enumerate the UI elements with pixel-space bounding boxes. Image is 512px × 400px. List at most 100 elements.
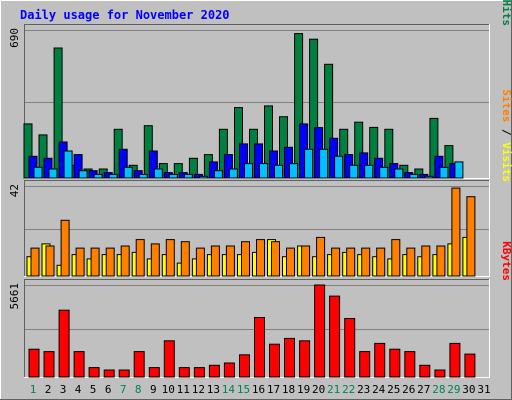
bar-files (148, 150, 158, 179)
bar-pages (319, 148, 329, 179)
y-max-label: 42 (8, 184, 21, 197)
series-label-visits: Visits (500, 142, 512, 182)
bar-hits (173, 163, 183, 179)
x-tick-label: 1 (30, 383, 37, 396)
x-tick-label: 14 (222, 383, 236, 396)
bar-kbytes (223, 362, 235, 378)
bar-sites (286, 247, 295, 277)
x-tick-label: 10 (162, 383, 175, 396)
x-tick-label: 29 (447, 383, 460, 396)
bar-hits (218, 128, 228, 179)
bar-kbytes (43, 351, 55, 378)
bar-pages (454, 161, 464, 179)
bar-pages (439, 166, 449, 179)
bar-kbytes (389, 348, 401, 378)
y-series-label: KBytes (500, 241, 512, 281)
bar-pages (48, 168, 58, 179)
bar-pages (274, 164, 283, 179)
bar-sites (45, 245, 55, 277)
bar-hits (294, 33, 304, 179)
x-tick-label: 5 (90, 383, 97, 396)
bar-pages (33, 166, 43, 179)
bar-kbytes (359, 351, 371, 378)
bar-pages (244, 163, 253, 179)
bar-kbytes (28, 348, 40, 378)
bar-kbytes (58, 309, 70, 378)
series-label-sites: Sites (500, 89, 512, 122)
x-tick-label: 28 (432, 383, 445, 396)
x-tick-label: 16 (252, 383, 265, 396)
x-tick-label: 13 (207, 383, 220, 396)
bar-pages (78, 170, 88, 179)
bar-hits (324, 63, 334, 179)
x-tick-label: 31 (477, 383, 490, 396)
bar-kbytes (434, 369, 446, 378)
bar-sites (225, 245, 235, 277)
x-tick-label: 7 (120, 383, 127, 396)
bar-sites (135, 239, 145, 277)
chart-panels: 690 Pages / Files / Hits 42 Sites / Visits 5… (8, 0, 512, 378)
bar-pages (93, 173, 103, 179)
series-label-separator: / (500, 122, 512, 142)
x-tick-label: 2 (45, 383, 52, 396)
bar-sites (376, 247, 386, 277)
bar-sites (90, 247, 100, 277)
bar-kbytes (208, 364, 220, 378)
bar-hits (264, 105, 273, 179)
x-tick-label: 24 (372, 383, 386, 396)
chart-title: Daily usage for November 2020 (20, 8, 230, 22)
panel-hits: 690 Pages / Files / Hits (8, 0, 512, 179)
bar-kbytes (449, 342, 461, 378)
bar-sites (451, 187, 461, 277)
bar-pages (213, 170, 223, 179)
bar-sites (75, 247, 85, 277)
bar-files (254, 143, 263, 179)
bar-sites (210, 245, 220, 277)
bar-pages (198, 175, 208, 179)
bar-pages (409, 173, 419, 179)
series-files (28, 123, 459, 179)
bar-hits (188, 157, 198, 179)
bar-kbytes (118, 369, 130, 378)
bar-files (239, 143, 248, 179)
series-kbytes (28, 284, 476, 378)
bar-files (73, 154, 83, 179)
bar-kbytes (133, 351, 145, 378)
bar-files (223, 154, 233, 179)
bar-kbytes (269, 343, 280, 378)
bar-pages (259, 163, 268, 179)
bar-sites (256, 239, 265, 277)
bar-hits (23, 123, 33, 179)
bar-sites (331, 247, 341, 277)
bar-sites (241, 241, 250, 277)
x-tick-label: 8 (135, 383, 142, 396)
y-max-label: 5661 (8, 283, 21, 310)
series-label-kbytes: KBytes (500, 241, 512, 281)
x-tick-label: 4 (75, 383, 82, 396)
bar-sites (180, 241, 190, 277)
bar-pages (228, 168, 238, 179)
bar-sites (421, 245, 431, 277)
bar-kbytes (344, 318, 356, 378)
bar-sites (120, 245, 130, 277)
x-tick-label: 27 (417, 383, 430, 396)
bar-sites (406, 247, 416, 277)
bar-kbytes (464, 353, 476, 378)
bar-hits (414, 168, 424, 179)
bar-kbytes (239, 354, 250, 378)
bar-kbytes (329, 295, 341, 378)
bar-kbytes (374, 342, 386, 378)
bar-sites (346, 247, 356, 277)
bar-kbytes (299, 340, 311, 378)
bar-sites (391, 239, 401, 277)
bar-hits (384, 128, 394, 179)
bar-files (43, 157, 53, 179)
x-tick-label: 21 (327, 383, 340, 396)
bar-hits (339, 128, 349, 179)
bar-kbytes (419, 364, 431, 378)
bar-sites (301, 245, 311, 277)
bar-hits (53, 47, 63, 179)
bar-kbytes (88, 367, 100, 378)
bar-kbytes (178, 367, 190, 378)
series-sites (30, 187, 476, 277)
